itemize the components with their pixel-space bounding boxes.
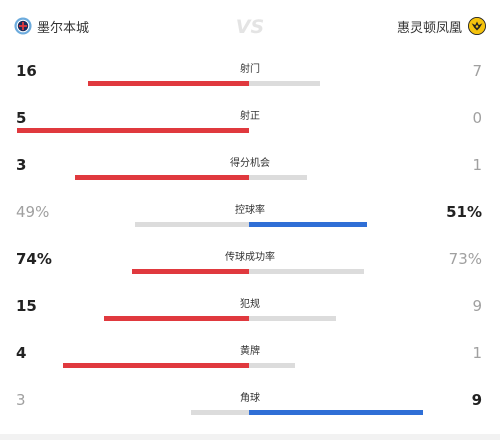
- stat-row: 4 黄牌 1: [0, 332, 500, 379]
- home-stat-value: 5: [16, 109, 27, 127]
- away-stat-value: 73%: [448, 250, 482, 268]
- stat-row: 49% 控球率 51%: [0, 191, 500, 238]
- home-stat-value: 15: [16, 297, 37, 315]
- wellington-phoenix-crest-icon: [468, 17, 486, 35]
- stat-label: 射正: [240, 111, 260, 122]
- home-stat-bar: [135, 222, 249, 227]
- home-stat-bar: [17, 128, 249, 133]
- away-stat-bar: [249, 316, 336, 321]
- bottom-divider: [0, 434, 500, 440]
- stats-list: 16 射门 7 5 射正 0 3 得分机会 1 49% 控球率 51% 74% 传球成功率 73% 15 犯规 9…: [0, 50, 500, 426]
- away-team-name: 惠灵顿凤凰: [396, 20, 462, 36]
- home-stat-bar: [191, 410, 249, 415]
- away-stat-bar: [249, 269, 364, 274]
- home-stat-bar: [63, 363, 249, 368]
- stat-row: 5 射正 0: [0, 97, 500, 144]
- stat-label: 控球率: [235, 205, 265, 216]
- away-stat-value: 9: [472, 297, 482, 315]
- home-stat-value: 74%: [16, 250, 52, 268]
- stat-label: 得分机会: [230, 158, 270, 169]
- melbourne-city-crest-icon: [14, 17, 32, 35]
- home-stat-bar: [75, 175, 249, 180]
- stat-row: 16 射门 7: [0, 50, 500, 97]
- stat-row: 3 得分机会 1: [0, 144, 500, 191]
- stat-row: 3 角球 9: [0, 379, 500, 426]
- home-stat-value: 16: [16, 62, 37, 80]
- away-stat-value: 0: [472, 109, 482, 127]
- home-stat-bar: [104, 316, 249, 321]
- away-team[interactable]: 惠灵顿凤凰: [397, 14, 486, 38]
- away-stat-bar: [249, 410, 423, 415]
- home-stat-value: 4: [16, 344, 27, 362]
- stat-label: 传球成功率: [225, 252, 275, 263]
- stat-row: 15 犯规 9: [0, 285, 500, 332]
- away-stat-value: 7: [472, 62, 482, 80]
- match-header: 墨尔本城 VS 惠灵顿凤凰: [0, 0, 500, 50]
- vs-icon: VS: [236, 16, 264, 38]
- home-stat-bar: [88, 81, 249, 86]
- home-team-name: 墨尔本城: [37, 20, 90, 36]
- home-stat-value: 3: [16, 391, 26, 409]
- away-stat-value: 51%: [446, 203, 482, 221]
- away-stat-bar: [249, 175, 307, 180]
- home-stat-value: 49%: [16, 203, 50, 221]
- away-stat-value: 1: [472, 156, 482, 174]
- stat-label: 射门: [240, 64, 260, 75]
- away-stat-bar: [249, 81, 320, 86]
- stat-label: 黄牌: [240, 346, 260, 357]
- stat-label: 角球: [240, 393, 260, 404]
- home-stat-value: 3: [16, 156, 27, 174]
- home-stat-bar: [132, 269, 249, 274]
- away-stat-value: 1: [472, 344, 482, 362]
- stat-row: 74% 传球成功率 73%: [0, 238, 500, 285]
- away-stat-bar: [249, 363, 295, 368]
- stat-label: 犯规: [240, 299, 260, 310]
- home-team[interactable]: 墨尔本城: [14, 14, 89, 38]
- away-stat-bar: [249, 222, 367, 227]
- svg-text:VS: VS: [236, 16, 264, 38]
- away-stat-value: 9: [471, 391, 482, 409]
